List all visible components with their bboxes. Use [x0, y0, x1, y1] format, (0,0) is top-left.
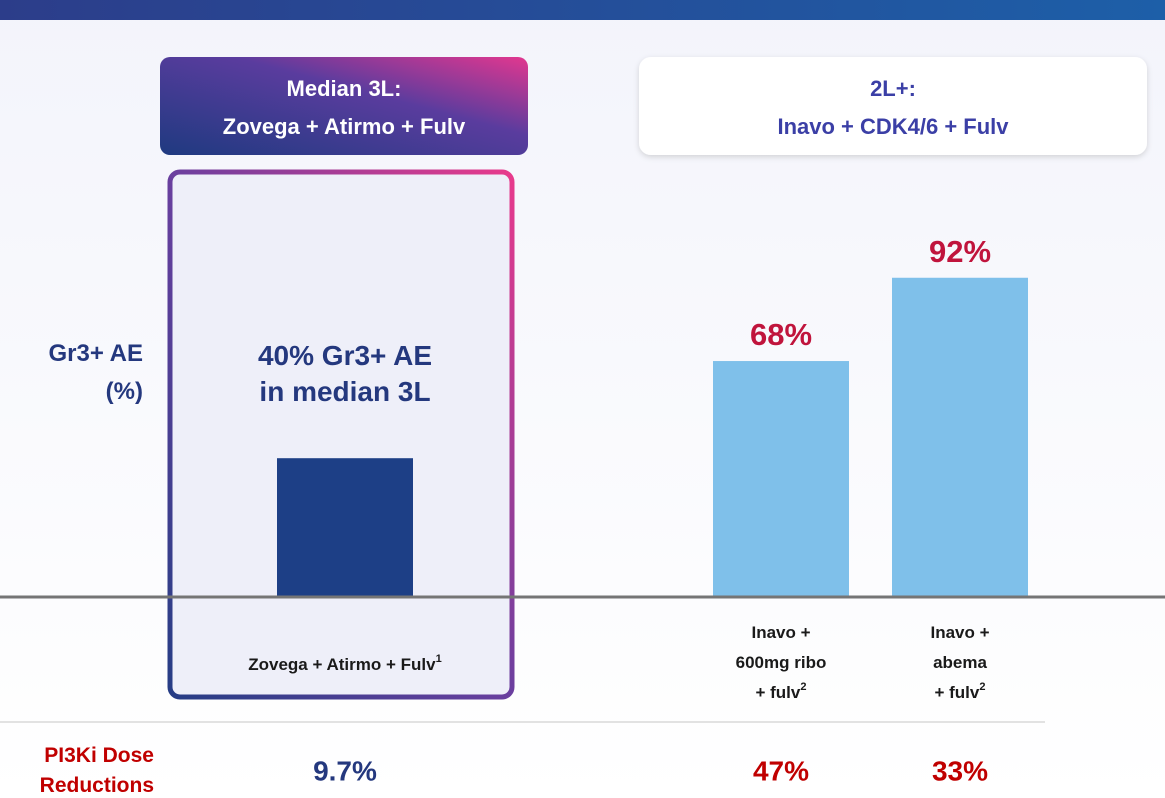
x-tick-label: Inavo +600mg ribo + fulv2: [736, 623, 827, 702]
x-tick-label: Zovega + Atirmo + Fulv1: [248, 653, 442, 675]
group-title: Median 3L: Zovega + Atirmo + Fulv: [223, 76, 466, 139]
value-label: 40% Gr3+ AE in median 3L: [258, 340, 432, 407]
group-header: [639, 57, 1147, 155]
row-value: 9.7%: [313, 755, 377, 786]
highlight-box: [167, 169, 515, 700]
row-value: 33%: [932, 755, 988, 786]
x-tick-label: Inavo + abema + fulv2: [930, 623, 989, 702]
group-header: [160, 57, 528, 155]
bar: [277, 458, 413, 597]
value-label: 68%: [750, 317, 812, 352]
group-title: 2L+: Inavo + CDK4/6 + Fulv: [777, 76, 1009, 139]
footnote-ref: 2: [800, 681, 806, 693]
footnote-ref: 1: [436, 653, 442, 665]
row-label: PI3Ki Dose Reductions: [40, 744, 154, 797]
footnote-ref: 2: [979, 681, 985, 693]
y-axis-label: Gr3+ AE (%): [49, 340, 144, 405]
bar: [892, 277, 1028, 597]
top-bar: [0, 0, 1165, 20]
value-label: 92%: [929, 234, 991, 269]
row-value: 47%: [753, 755, 809, 786]
bar: [713, 361, 849, 597]
